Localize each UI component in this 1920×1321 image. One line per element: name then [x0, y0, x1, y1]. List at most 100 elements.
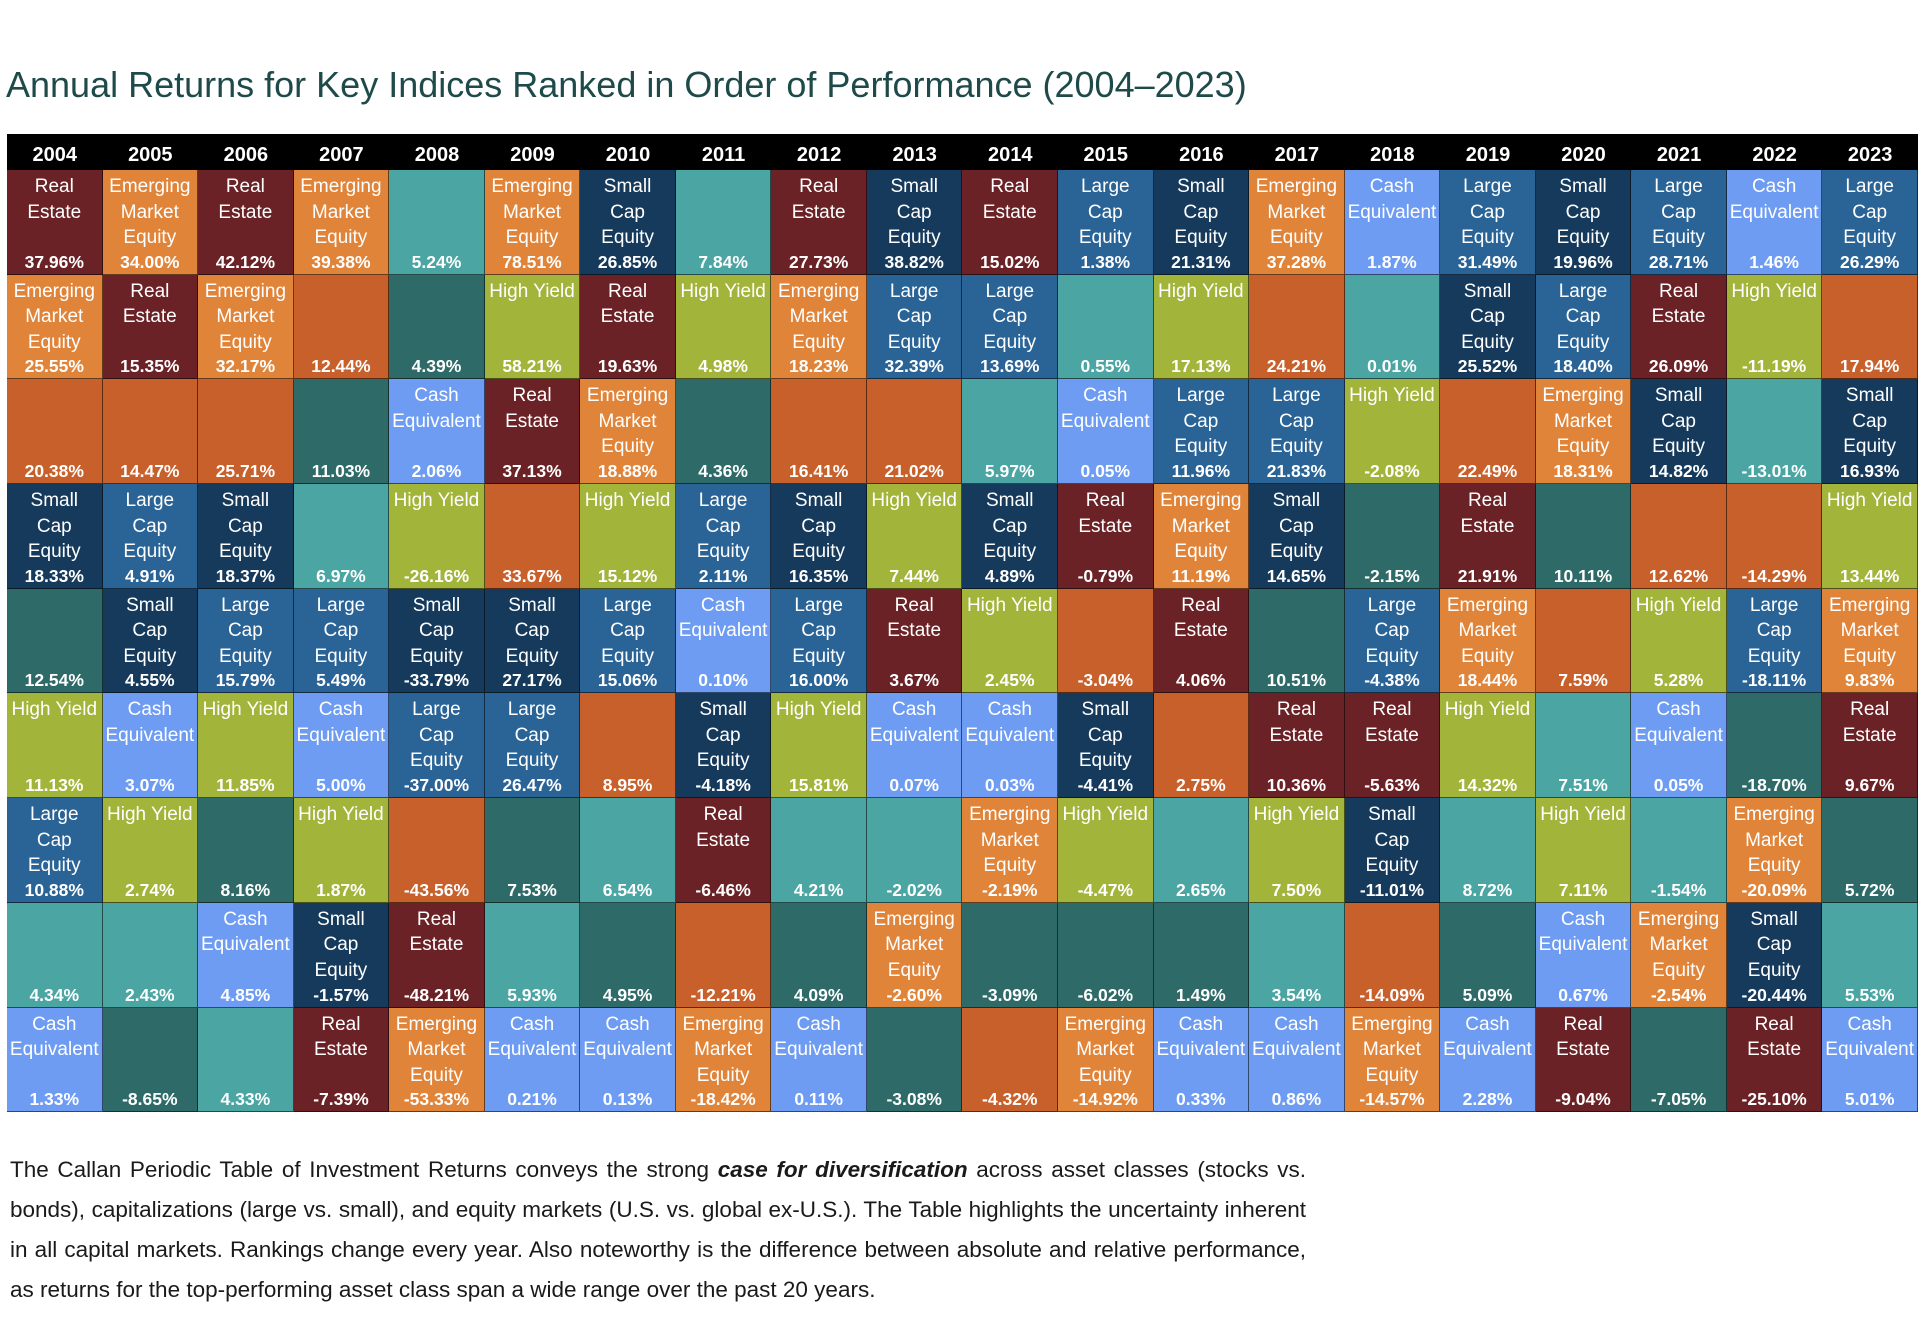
return-value: 1.33%	[29, 1089, 80, 1110]
return-value: -8.65%	[122, 1089, 178, 1110]
return-cell-2012-rank-3: 16.41%	[771, 379, 867, 485]
return-cell-2005-rank-9: -8.65%	[102, 1007, 199, 1113]
return-cell-2018-rank-3: High Yield -2.08%	[1344, 379, 1441, 485]
return-value: 7.11%	[1558, 879, 1608, 900]
rank-row-3: 20.38% 14.47% 25.71% 11.03% Cash Equivalent 2…	[7, 379, 1918, 485]
return-value: 14.47%	[120, 461, 180, 482]
return-cell-2013-rank-2: Large Cap Equity 32.39%	[866, 274, 963, 380]
return-value: 16.35%	[788, 565, 849, 586]
return-cell-2017-rank-9: Cash Equivalent 0.86%	[1249, 1007, 1345, 1113]
asset-class-label: Cash Equivalent	[1443, 1013, 1532, 1061]
return-cell-2004-rank-6: High Yield 11.13%	[7, 693, 103, 799]
return-value: 8.16%	[220, 879, 271, 900]
rank-row-2: Emerging Market Equity 25.55% Real Estate 1…	[7, 274, 1918, 380]
asset-class-label: Cash Equivalent	[1252, 1013, 1341, 1061]
return-cell-2010-rank-7: 6.54%	[580, 798, 676, 903]
asset-class-label: Real Estate	[1269, 699, 1324, 746]
return-value: 5.49%	[316, 670, 366, 691]
year-header-2010: 2010	[605, 144, 651, 166]
return-cell-2020-rank-9: Real Estate -9.04%	[1535, 1007, 1632, 1113]
return-value: -2.02%	[886, 879, 942, 900]
return-value: 25.71%	[215, 461, 276, 482]
ranked-rows: Real Estate 37.96% Emerging Market Equity 3…	[7, 170, 1918, 1113]
return-cell-2018-rank-5: Large Cap Equity -4.38%	[1344, 588, 1441, 694]
return-value: -4.41%	[1077, 775, 1134, 796]
return-cell-2004-rank-8: 4.34%	[7, 902, 103, 1008]
asset-class-label: Cash Equivalent	[869, 699, 959, 746]
return-cell-2006-rank-5: Large Cap Equity 15.79%	[198, 588, 294, 694]
return-cell-2018-rank-4: -2.15%	[1344, 484, 1441, 589]
return-value: 0.67%	[1558, 984, 1608, 1005]
return-value: 28.71%	[1648, 251, 1709, 272]
asset-class-label: Cash Equivalent	[678, 594, 768, 642]
return-cell-2004-rank-2: Emerging Market Equity 25.55%	[7, 274, 103, 380]
asset-class-label: Emerging Market Equity	[1351, 1013, 1433, 1086]
return-value: 4.34%	[29, 984, 80, 1005]
asset-class-label: Emerging Market Equity	[1446, 594, 1529, 667]
return-cell-2005-rank-5: Small Cap Equity 4.55%	[102, 588, 199, 694]
return-cell-2004-rank-4: Small Cap Equity 18.33%	[7, 484, 103, 589]
return-cell-2023-rank-6: Real Estate 9.67%	[1822, 693, 1918, 799]
return-cell-2015-rank-9: Emerging Market Equity -14.92%	[1058, 1007, 1154, 1113]
return-value: 0.33%	[1176, 1089, 1226, 1110]
return-value: 14.82%	[1648, 461, 1709, 482]
return-cell-2020-rank-8: Cash Equivalent 0.67%	[1535, 902, 1632, 1008]
asset-class-label: Real Estate	[600, 280, 655, 328]
return-cell-2020-rank-4: 10.11%	[1535, 484, 1632, 589]
asset-class-label: Real Estate	[313, 1013, 368, 1061]
return-value: 10.36%	[1266, 775, 1327, 796]
return-cell-2019-rank-1: Large Cap Equity 31.49%	[1440, 170, 1536, 275]
return-cell-2015-rank-2: 0.55%	[1058, 274, 1154, 380]
rank-row-6: High Yield 11.13% Cash Equivalent 3.07% High…	[7, 693, 1918, 799]
year-header-2019: 2019	[1465, 144, 1511, 166]
asset-class-label: Real Estate	[982, 176, 1037, 223]
return-cell-2010-rank-9: Cash Equivalent 0.13%	[580, 1007, 676, 1113]
return-value: 2.28%	[1462, 1089, 1513, 1110]
asset-class-label: Small Cap Equity	[218, 490, 272, 563]
description-text-2: across asset classes (stocks vs. bonds),…	[10, 1157, 1306, 1302]
return-cell-2018-rank-6: Real Estate -5.63%	[1344, 693, 1441, 799]
return-value: -1.54%	[1650, 879, 1707, 900]
return-value: 4.09%	[793, 984, 844, 1005]
asset-class-label: Emerging Market Equity	[969, 804, 1051, 877]
return-value: 21.83%	[1266, 461, 1327, 482]
return-value: 18.37%	[215, 565, 276, 586]
chart-title: Annual Returns for Key Indices Ranked in…	[6, 64, 1247, 105]
return-cell-2011-rank-5: Cash Equivalent 0.10%	[675, 588, 772, 694]
asset-class-label: Real Estate	[218, 176, 273, 223]
asset-class-label: Real Estate	[1842, 699, 1897, 746]
asset-class-label: Large Cap Equity	[1652, 176, 1705, 248]
asset-class-label: Cash Equivalent	[1347, 176, 1437, 223]
return-cell-2012-rank-1: Real Estate 27.73%	[771, 170, 867, 275]
asset-class-label: Real Estate	[27, 176, 82, 223]
asset-class-label: High Yield	[1540, 804, 1626, 826]
return-cell-2014-rank-5: High Yield 2.45%	[962, 588, 1059, 694]
return-cell-2019-rank-7: 8.72%	[1440, 798, 1536, 903]
asset-class-label: Real Estate	[1747, 1013, 1802, 1061]
asset-class-label: Cash Equivalent	[1060, 385, 1150, 432]
return-cell-2008-rank-1: 5.24%	[389, 170, 485, 275]
return-value: -4.47%	[1077, 879, 1134, 900]
return-value: 14.32%	[1457, 775, 1518, 796]
return-value: 1.46%	[1749, 251, 1799, 272]
return-value: 11.13%	[25, 775, 84, 796]
return-cell-2007-rank-4: 6.97%	[293, 484, 390, 589]
return-value: 4.55%	[125, 670, 175, 691]
return-cell-2014-rank-2: Large Cap Equity 13.69%	[962, 274, 1059, 380]
return-value: -33.79%	[403, 670, 470, 691]
return-value: 11.96%	[1171, 461, 1231, 482]
description-text-1: The Callan Periodic Table of Investment …	[10, 1157, 718, 1182]
return-value: 7.51%	[1558, 775, 1608, 796]
rank-row-1: Real Estate 37.96% Emerging Market Equity 3…	[7, 170, 1918, 275]
return-value: 5.93%	[507, 984, 557, 1005]
description-paragraph: The Callan Periodic Table of Investment …	[10, 1150, 1306, 1310]
return-value: 0.07%	[889, 775, 939, 796]
asset-class-label: Large Cap Equity	[314, 594, 368, 667]
asset-class-label: Emerging Market Equity	[586, 385, 669, 458]
return-value: 31.49%	[1457, 251, 1518, 272]
return-value: -18.42%	[690, 1089, 756, 1110]
rank-row-4: Small Cap Equity 18.33% Large Cap Equity 4.…	[7, 484, 1918, 589]
return-cell-2008-rank-7: -43.56%	[389, 798, 485, 903]
asset-class-label: High Yield	[1253, 804, 1340, 826]
return-value: 42.12%	[215, 251, 276, 272]
